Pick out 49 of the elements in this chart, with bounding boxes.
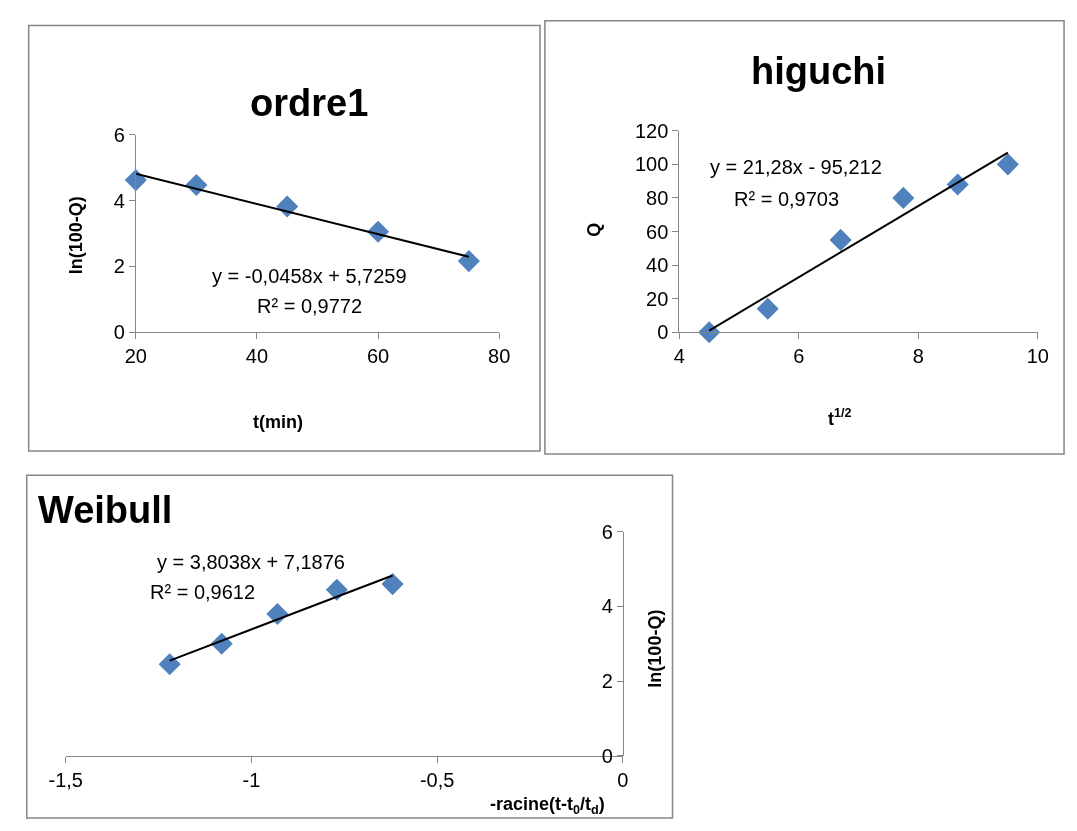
point	[325, 578, 348, 601]
y-tick-label: 80	[646, 186, 669, 209]
annotation: R² = 0,9772	[257, 295, 363, 317]
chart-title: higuchi	[751, 50, 887, 92]
y-tick-label: 4	[113, 189, 125, 212]
x-tick-label: -0,5	[419, 768, 455, 791]
y-tick-label: 20	[646, 287, 669, 310]
x-tick-label: 6	[793, 345, 805, 368]
y-tick-label: 6	[113, 123, 125, 146]
x-tick-label: 60	[366, 345, 390, 368]
y-tick-label: 0	[601, 744, 613, 767]
chart-title: ordre1	[250, 82, 369, 124]
annotation: y = 3,8038x + 7,1876	[157, 551, 345, 573]
x-tick-label: 40	[245, 345, 269, 368]
point	[457, 250, 480, 273]
x-axis-title: -racine(t-t$_{0}$/t$_{d}$)	[490, 794, 605, 817]
y-axis-title: ln(100-Q)	[65, 196, 86, 275]
y-axis-title: ln(100-Q)	[645, 609, 666, 688]
y-tick-label: 2	[601, 670, 613, 693]
x-tick-label: -1	[242, 768, 261, 791]
point	[996, 153, 1019, 176]
annotation: R² = 0,9612	[150, 581, 256, 603]
y-tick-label: 60	[646, 220, 669, 243]
y-tick-label: 0	[113, 321, 125, 344]
point	[381, 573, 404, 596]
x-tick-label: 10	[1026, 345, 1049, 368]
point	[158, 653, 181, 676]
annotation: y = -0,0458x + 5,7259	[212, 265, 407, 287]
point	[892, 186, 915, 209]
y-tick-label: 100	[634, 153, 669, 176]
y-tick-label: 0	[657, 321, 669, 344]
x-axis-title: t(min)	[253, 412, 303, 432]
x-tick-label: 0	[617, 768, 629, 791]
y-tick-label: 2	[113, 255, 125, 278]
point	[829, 228, 852, 251]
annotation: R² = 0,9703	[734, 188, 840, 210]
annotation: y = 21,28x - 95,212	[710, 156, 882, 178]
y-tick-label: 120	[634, 119, 669, 142]
x-tick-label: 80	[488, 345, 511, 368]
x-tick-label: 4	[673, 345, 685, 368]
point	[756, 297, 779, 320]
y-tick-label: 6	[601, 520, 613, 543]
y-axis-title: Q	[583, 222, 604, 237]
chart-title: Weibull	[38, 489, 173, 531]
x-tick-label: -1,5	[48, 768, 83, 791]
x-axis-title: t$^{1/2}$	[828, 406, 852, 429]
y-tick-label: 40	[646, 254, 669, 277]
y-tick-label: 4	[601, 595, 613, 618]
x-tick-label: 8	[912, 345, 924, 368]
